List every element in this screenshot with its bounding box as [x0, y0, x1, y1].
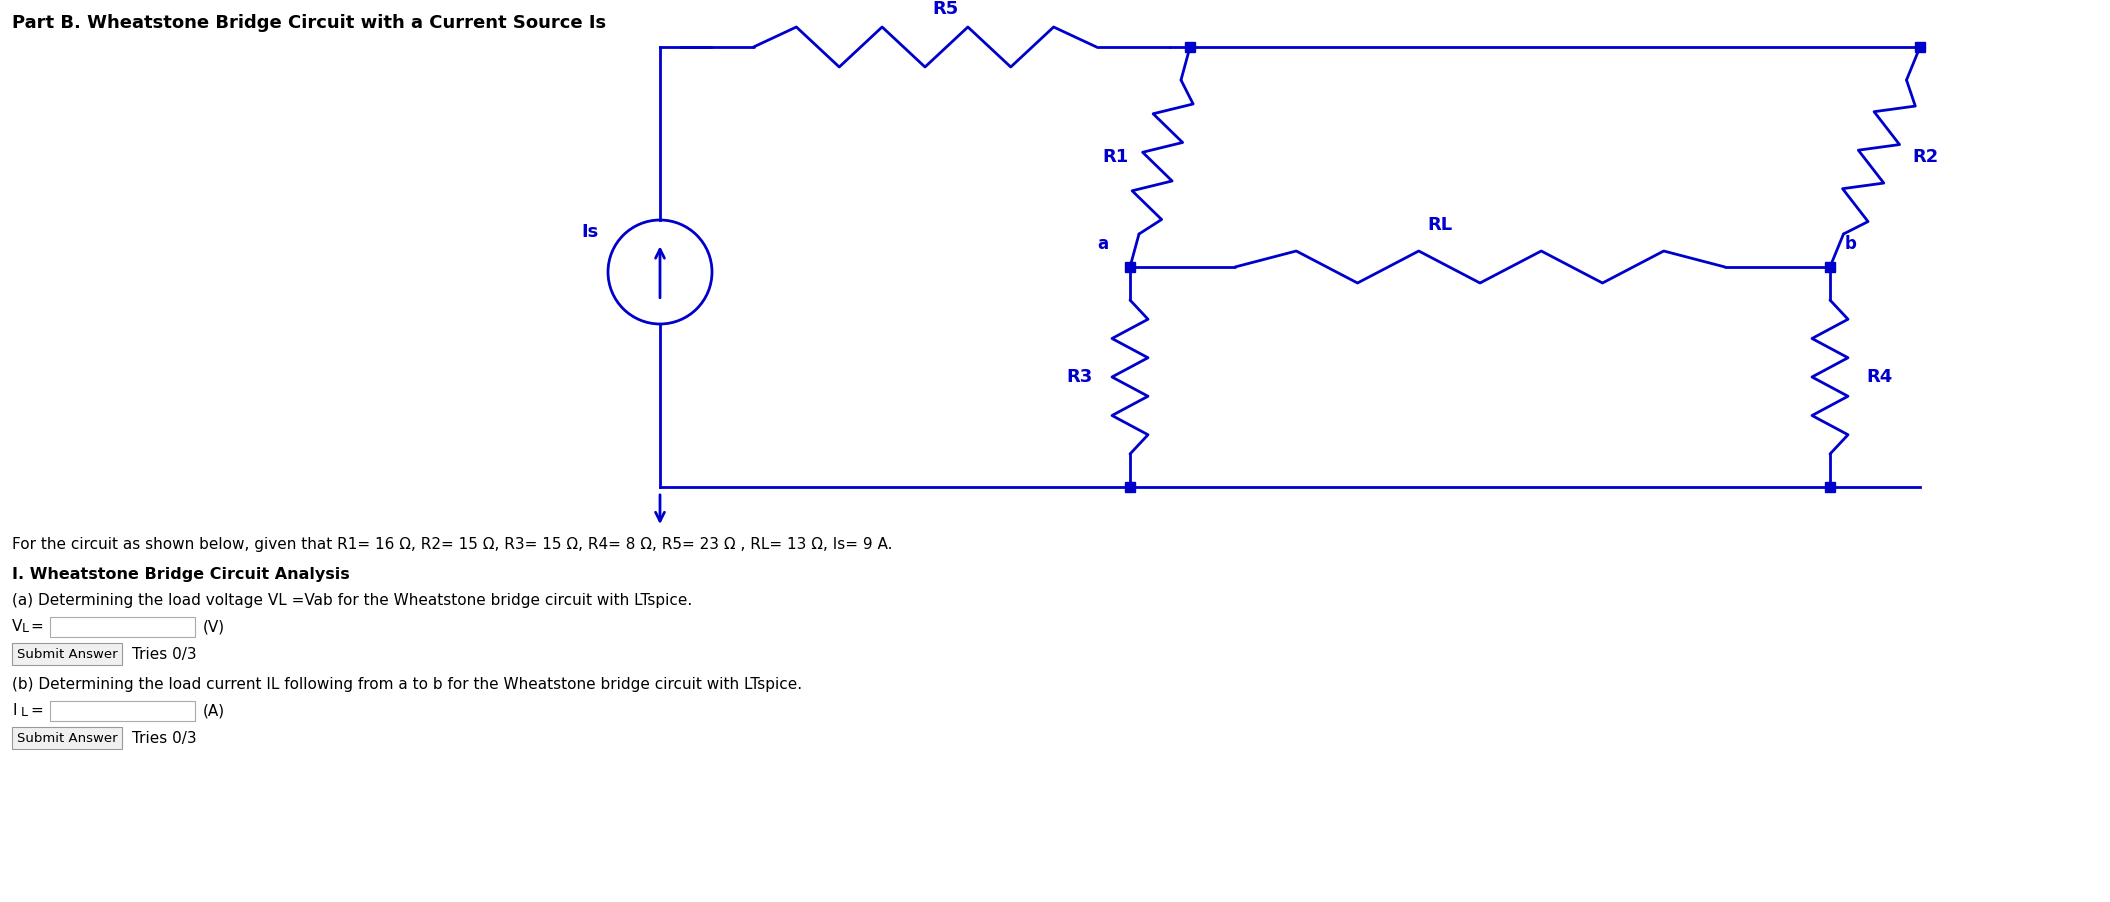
Text: R2: R2 [1912, 148, 1939, 166]
Text: Part B. Wheatstone Bridge Circuit with a Current Source Is: Part B. Wheatstone Bridge Circuit with a… [13, 14, 606, 32]
Text: a: a [1097, 235, 1108, 253]
Text: Is: Is [582, 223, 599, 241]
Text: (V): (V) [203, 619, 226, 634]
Text: L: L [21, 706, 27, 719]
Text: (a) Determining the load voltage VL =Vab for the Wheatstone bridge circuit with : (a) Determining the load voltage VL =Vab… [13, 593, 692, 608]
Text: Submit Answer: Submit Answer [17, 732, 118, 744]
Text: (b) Determining the load current IL following from a to b for the Wheatstone bri: (b) Determining the load current IL foll… [13, 677, 802, 692]
Text: I. Wheatstone Bridge Circuit Analysis: I. Wheatstone Bridge Circuit Analysis [13, 567, 350, 582]
Bar [51, 617, 194, 637]
Text: For the circuit as shown below, given that R1= 16 Ω, R2= 15 Ω, R3= 15 Ω, R4= 8 Ω: For the circuit as shown below, given th… [13, 537, 893, 552]
Text: L: L [21, 622, 30, 635]
Text: Submit Answer: Submit Answer [17, 648, 118, 660]
Text: Tries 0/3: Tries 0/3 [133, 731, 196, 746]
Bar [13, 643, 122, 665]
Text: V: V [13, 619, 23, 634]
Text: (A): (A) [203, 703, 226, 718]
Bar [13, 727, 122, 749]
Text: R1: R1 [1101, 148, 1129, 166]
Text: R4: R4 [1867, 368, 1893, 386]
Text: Tries 0/3: Tries 0/3 [133, 647, 196, 662]
Text: b: b [1844, 235, 1857, 253]
Text: RL: RL [1428, 216, 1452, 234]
Text: =: = [30, 703, 42, 718]
Bar [51, 701, 194, 721]
Text: =: = [30, 619, 42, 634]
Text: I: I [13, 703, 17, 718]
Text: R3: R3 [1068, 368, 1093, 386]
Text: R5: R5 [933, 0, 958, 18]
